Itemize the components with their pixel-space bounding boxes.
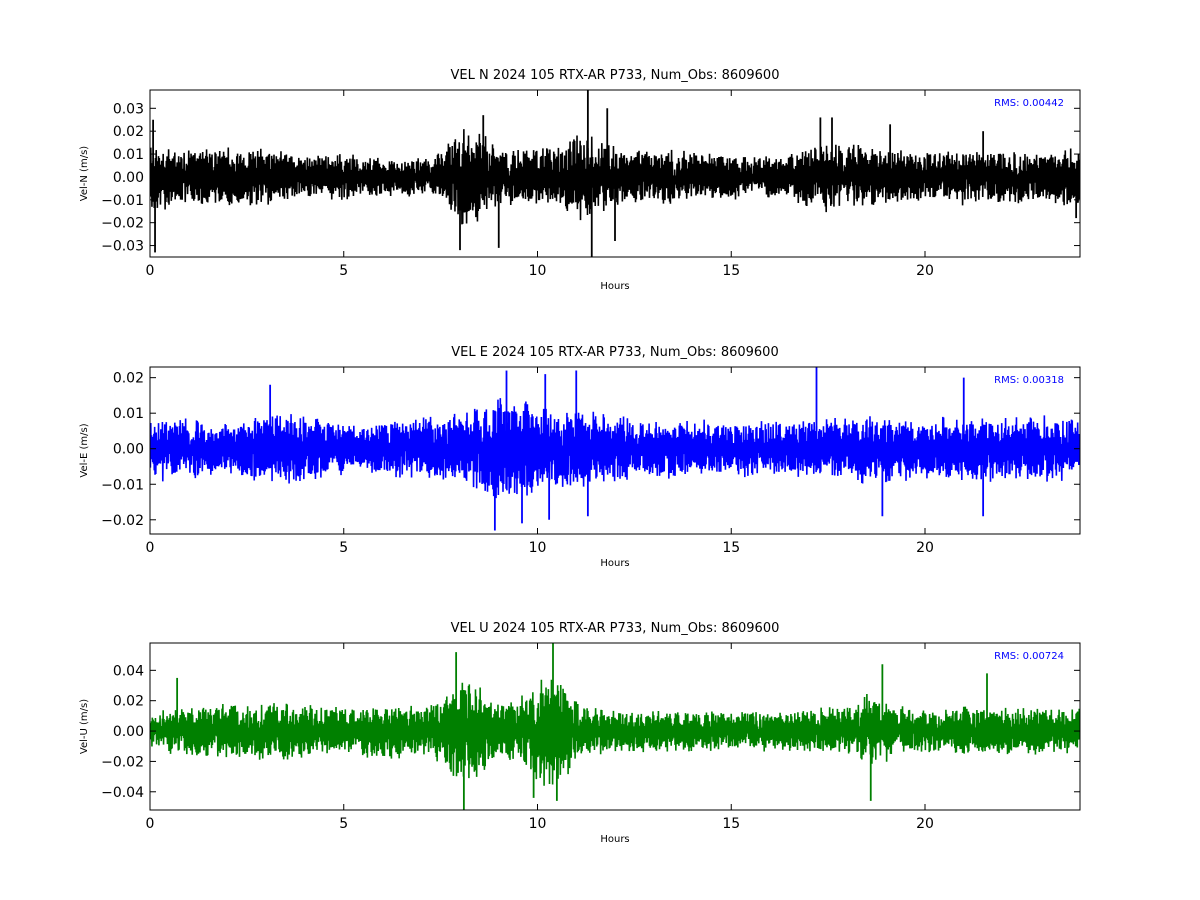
x-tick-label: 15 — [722, 540, 740, 556]
plot-frame — [149, 89, 1081, 258]
x-tick-label: 10 — [529, 816, 547, 832]
y-tick-label: 0.00 — [113, 724, 144, 740]
rms-annotation: RMS: 0.00442 — [994, 98, 1064, 109]
y-tick-label: −0.02 — [101, 754, 144, 770]
plot-frame — [149, 366, 1081, 535]
x-axis-label: Hours — [600, 558, 629, 569]
y-axis-label: Vel-E (m/s) — [79, 423, 90, 477]
series-line-0 — [150, 398, 1080, 499]
series-line-0 — [150, 129, 1080, 225]
chart-title: VEL E 2024 105 RTX-AR P733, Num_Obs: 860… — [451, 345, 778, 360]
subplot-vel-e: 0 5 10 15 20 −0.02 −0.01 0.00 0.01 0.02 VEL E 2024… — [79, 345, 1081, 569]
chart-title: VEL U 2024 105 RTX-AR P733, Num_Obs: 860… — [451, 621, 780, 636]
plot-frame — [149, 642, 1081, 811]
y-tick-label: 0.01 — [113, 406, 144, 422]
y-tick-label: 0.02 — [113, 124, 144, 140]
y-tick-label: 0.04 — [113, 663, 144, 679]
y-tick-label: −0.01 — [101, 477, 144, 493]
x-axis-label: Hours — [600, 834, 629, 845]
series-line-0 — [150, 679, 1080, 786]
subplot-vel-u: 0 5 10 15 20 −0.04 −0.02 0.00 0.02 0.04 VEL U 2024… — [79, 621, 1081, 845]
y-axis-label: Vel-N (m/s) — [79, 146, 90, 201]
y-tick-label: 0.00 — [113, 442, 144, 458]
x-tick-label: 15 — [722, 816, 740, 832]
y-tick-label: −0.04 — [101, 785, 144, 801]
x-tick-label: 20 — [916, 540, 934, 556]
x-tick-label: 0 — [146, 263, 155, 279]
x-tick-label: 5 — [339, 816, 348, 832]
x-tick-label: 5 — [339, 540, 348, 556]
x-tick-label: 5 — [339, 263, 348, 279]
y-tick-label: 0.02 — [113, 371, 144, 387]
chart-title: VEL N 2024 105 RTX-AR P733, Num_Obs: 860… — [451, 68, 780, 83]
x-tick-label: 15 — [722, 263, 740, 279]
x-tick-label: 0 — [146, 540, 155, 556]
x-tick-label: 10 — [529, 540, 547, 556]
y-tick-label: −0.03 — [101, 239, 144, 255]
subplot-vel-n: 0 5 10 15 20 −0.03 −0.02 −0.01 0.00 0.01 0.02 0.03 V… — [79, 68, 1081, 292]
y-tick-label: 0.03 — [113, 101, 144, 117]
rms-annotation: RMS: 0.00724 — [994, 651, 1064, 662]
y-tick-label: −0.02 — [101, 513, 144, 529]
y-tick-label: 0.01 — [113, 147, 144, 163]
x-tick-label: 0 — [146, 816, 155, 832]
rms-annotation: RMS: 0.00318 — [994, 375, 1064, 386]
y-tick-label: 0.02 — [113, 694, 144, 710]
x-tick-label: 20 — [916, 263, 934, 279]
x-axis-label: Hours — [600, 281, 629, 292]
y-tick-label: −0.02 — [101, 216, 144, 232]
y-tick-label: −0.01 — [101, 193, 144, 209]
y-axis-label: Vel-U (m/s) — [79, 699, 90, 754]
y-tick-label: 0.00 — [113, 170, 144, 186]
x-tick-label: 10 — [529, 263, 547, 279]
x-tick-label: 20 — [916, 816, 934, 832]
